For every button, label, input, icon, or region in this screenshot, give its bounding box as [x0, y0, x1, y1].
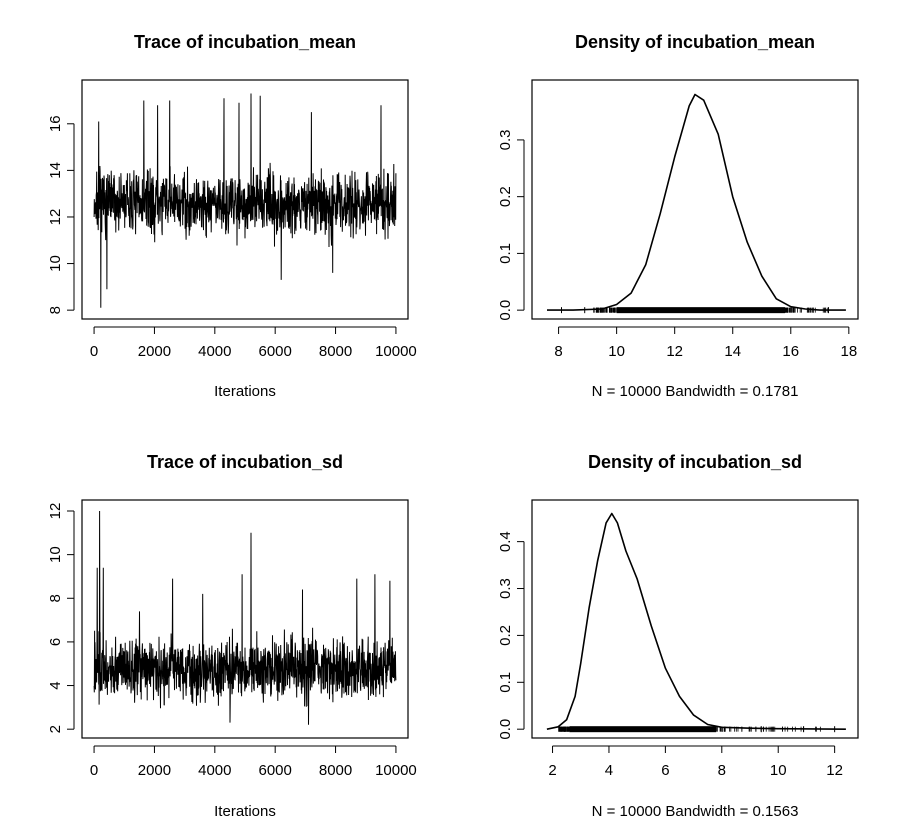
- panel-trace-incubation-mean: Trace of incubation_mean 0 2000 4000 6000 80…: [47, 32, 417, 400]
- density-sd-x-tick-label: 6: [661, 762, 669, 779]
- trace-mean-x-tick-label: 2000: [138, 343, 171, 360]
- density-mean-x-axis: 8 10 12 14 16 18: [554, 326, 857, 360]
- trace-mean-x-axis: 0 2000 4000 6000 8000 10000: [90, 326, 417, 360]
- trace-mean-x-tick-label: 8000: [319, 343, 352, 360]
- density-sd-x-tick-label: 8: [718, 762, 726, 779]
- density-sd-y-axis: 0.0 0.1 0.2 0.3 0.4: [497, 531, 525, 740]
- trace-sd-y-axis: 2 4 6 8 10 12: [47, 503, 75, 733]
- density-sd-x-tick-label: 12: [826, 762, 843, 779]
- trace-mean-y-axis: 8 10 12 14 16: [47, 115, 75, 314]
- trace-mean-trace-line: [93, 93, 397, 308]
- density-sd-title: Density of incubation_sd: [588, 452, 802, 472]
- trace-sd-y-tick-label: 4: [47, 681, 64, 689]
- density-sd-x-tick-label: 2: [548, 762, 556, 779]
- trace-mean-x-tick-label: 0: [90, 343, 98, 360]
- density-mean-x-tick-label: 14: [724, 343, 741, 360]
- trace-mean-frame: [81, 79, 409, 320]
- density-mean-x-tick-label: 16: [782, 343, 799, 360]
- density-mean-x-tick-label: 10: [608, 343, 625, 360]
- density-mean-density-curve: [547, 93, 846, 311]
- density-sd-frame: [531, 499, 859, 739]
- trace-mean-y-tick-label: 8: [47, 306, 64, 314]
- trace-sd-y-tick-label: 12: [47, 503, 64, 520]
- trace-sd-trace-line: [93, 510, 397, 725]
- density-mean-rug: [560, 307, 830, 314]
- trace-sd-y-tick-label: 2: [47, 725, 64, 733]
- density-sd-density-curve: [546, 512, 846, 730]
- trace-sd-title: Trace of incubation_sd: [147, 452, 343, 472]
- trace-sd-x-tick-label: 4000: [198, 762, 231, 779]
- density-mean-y-tick-label: 0.2: [497, 186, 514, 207]
- trace-sd-x-axis: 0 2000 4000 6000 8000 10000: [90, 745, 417, 779]
- trace-sd-x-tick-label: 6000: [258, 762, 291, 779]
- density-mean-title: Density of incubation_mean: [575, 32, 815, 52]
- density-sd-rug-dense: [569, 726, 717, 733]
- density-sd-x-tick-label: 10: [770, 762, 787, 779]
- panel-trace-incubation-sd: Trace of incubation_sd 0 2000 4000 6000 8000…: [47, 452, 417, 820]
- trace-sd-frame: [81, 499, 409, 739]
- density-sd-y-tick-label: 0.0: [497, 719, 514, 740]
- trace-sd-xlabel: Iterations: [214, 803, 276, 820]
- trace-sd-y-tick-label: 8: [47, 594, 64, 602]
- trace-sd-x-tick-label: 2000: [138, 762, 171, 779]
- density-sd-rug: [558, 726, 836, 733]
- trace-mean-y-tick-label: 14: [47, 162, 64, 179]
- trace-sd-x-tick-label: 10000: [375, 762, 417, 779]
- density-mean-rug-dense: [616, 307, 785, 314]
- trace-mean-title: Trace of incubation_mean: [134, 32, 356, 52]
- density-mean-y-tick-label: 0.0: [497, 300, 514, 321]
- density-mean-y-tick-label: 0.1: [497, 243, 514, 264]
- trace-mean-x-tick-label: 4000: [198, 343, 231, 360]
- density-mean-y-axis: 0.0 0.1 0.2 0.3: [497, 129, 525, 321]
- trace-mean-y-tick-label: 10: [47, 255, 64, 272]
- trace-sd-y-tick-label: 6: [47, 638, 64, 646]
- density-sd-y-tick-label: 0.1: [497, 672, 514, 693]
- density-mean-x-tick-label: 12: [666, 343, 683, 360]
- density-sd-x-axis: 2 4 6 8 10 12: [548, 745, 843, 779]
- density-sd-y-tick-label: 0.3: [497, 578, 514, 599]
- density-sd-xlabel: N = 10000 Bandwidth = 0.1563: [592, 803, 799, 820]
- trace-sd-y-tick-label: 10: [47, 546, 64, 563]
- density-mean-y-tick-label: 0.3: [497, 129, 514, 150]
- density-sd-y-tick-label: 0.4: [497, 531, 514, 552]
- density-mean-x-tick-label: 8: [554, 343, 562, 360]
- trace-sd-x-tick-label: 0: [90, 762, 98, 779]
- trace-mean-x-tick-label: 6000: [258, 343, 291, 360]
- trace-mean-xlabel: Iterations: [214, 383, 276, 400]
- trace-mean-y-tick-label: 12: [47, 209, 64, 226]
- panel-density-incubation-mean: Density of incubation_mean 8 10 12 14 16 18 0…: [497, 32, 859, 400]
- panel-density-incubation-sd: Density of incubation_sd 2 4 6 8 10 12 0.0 0.1…: [497, 452, 859, 820]
- trace-mean-y-tick-label: 16: [47, 115, 64, 132]
- density-mean-x-tick-label: 18: [840, 343, 857, 360]
- density-mean-frame: [531, 79, 859, 320]
- density-mean-xlabel: N = 10000 Bandwidth = 0.1781: [592, 383, 799, 400]
- trace-mean-x-tick-label: 10000: [375, 343, 417, 360]
- density-sd-y-tick-label: 0.2: [497, 625, 514, 646]
- trace-sd-x-tick-label: 8000: [319, 762, 352, 779]
- density-sd-x-tick-label: 4: [605, 762, 613, 779]
